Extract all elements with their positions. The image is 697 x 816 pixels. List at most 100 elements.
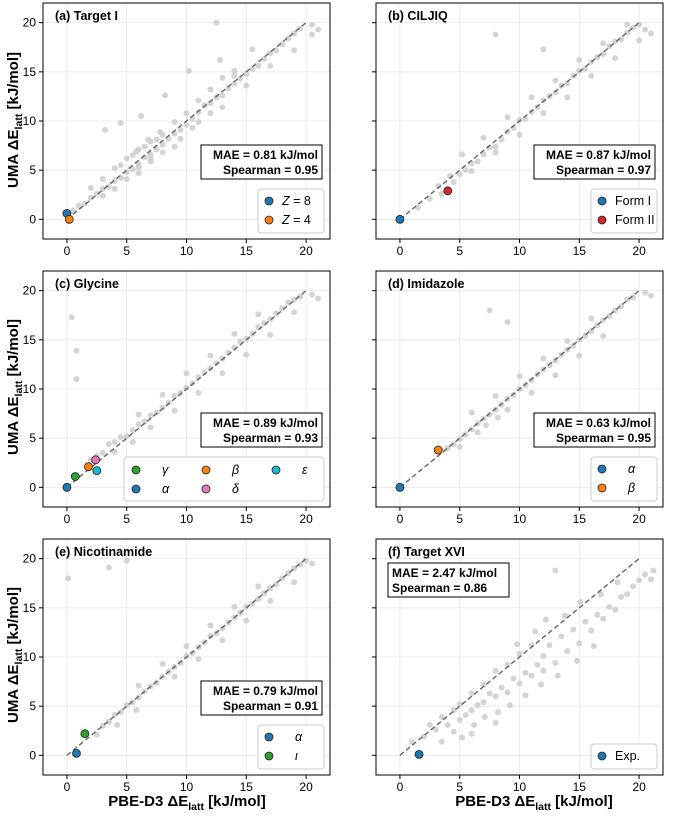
data-point (468, 409, 475, 416)
ylabel-main: UMA ΔE (5, 664, 22, 723)
parity-line (399, 22, 640, 220)
data-point (648, 30, 655, 37)
x-tick-label: 0 (64, 780, 71, 794)
data-point (195, 655, 202, 662)
data-point (207, 352, 214, 359)
data-point (129, 699, 136, 706)
data-point (588, 315, 595, 322)
data-point (102, 126, 109, 133)
data-point (494, 414, 501, 421)
data-point (492, 31, 499, 38)
data-point (606, 603, 613, 610)
data-point (564, 94, 571, 101)
data-point (129, 152, 136, 159)
legend-entry: α (264, 730, 303, 744)
data-point (231, 603, 238, 610)
legend-entry: δ (201, 482, 240, 496)
y-tick-label: 20 (23, 284, 37, 298)
data-point (504, 319, 511, 326)
data-point (642, 571, 649, 578)
data-point (153, 679, 160, 686)
data-point (432, 726, 439, 733)
legend-entry: Z = 4 (264, 213, 311, 227)
data-point (219, 355, 226, 362)
data-point (243, 82, 250, 89)
panel-title: (a) Target I (55, 9, 118, 23)
data-point (99, 192, 106, 199)
data-point (600, 332, 607, 339)
data-point (105, 718, 112, 725)
ticks: 0 5 10 15 20 0 5 10 15 20 (23, 284, 313, 526)
highlight-points (395, 186, 453, 224)
data-point (297, 293, 304, 300)
data-point (147, 424, 154, 431)
background-points (69, 19, 322, 214)
data-point (450, 728, 457, 735)
data-point (123, 557, 130, 564)
stats-box-frame (200, 144, 323, 180)
data-point (576, 640, 583, 647)
data-point (231, 330, 238, 337)
data-point (414, 204, 421, 211)
data-point (161, 92, 168, 99)
data-point (93, 190, 100, 197)
data-point (594, 611, 601, 618)
data-point (219, 370, 226, 377)
data-point (498, 401, 505, 408)
data-point (141, 418, 148, 425)
ylabel-main: UMA ΔE (5, 396, 22, 455)
highlight-points (414, 749, 424, 759)
highlight-point (70, 472, 80, 481)
data-point (590, 643, 597, 650)
legend-frame (257, 724, 325, 770)
data-point (534, 661, 541, 668)
data-point (570, 72, 577, 79)
highlight-point (91, 455, 101, 465)
data-point (171, 407, 178, 414)
data-point (117, 434, 124, 441)
legend-label: Form II (615, 213, 655, 227)
data-point (159, 149, 166, 156)
data-point (648, 292, 655, 299)
highlight-point (64, 214, 74, 224)
data-point (600, 615, 607, 622)
data-point (171, 118, 178, 125)
data-point (570, 626, 577, 633)
data-point (219, 104, 226, 111)
data-point (73, 376, 80, 383)
panels-group: 0 5 10 15 20 0 5 10 15 20 (a) Target I MAE = 0.81 k… (23, 2, 664, 794)
y-tick-label: 0 (29, 748, 36, 762)
highlight-points (395, 445, 443, 492)
legend-label: ε (302, 463, 308, 477)
mae-text: MAE = 0.81 kJ/mol (213, 148, 318, 162)
data-point (243, 617, 250, 624)
data-point (135, 411, 142, 418)
data-point (618, 594, 625, 601)
data-point (93, 731, 100, 738)
highlight-point (84, 462, 93, 472)
data-point (297, 25, 304, 32)
data-point (577, 598, 584, 605)
data-point (255, 311, 262, 318)
data-point (492, 667, 499, 674)
legend-entry: Exp. (597, 749, 640, 763)
data-point (612, 38, 619, 45)
data-point (480, 681, 487, 688)
data-point (216, 57, 223, 64)
data-point (573, 657, 580, 664)
data-point (468, 168, 475, 175)
panel-title: (b) CILJIQ (388, 9, 448, 23)
ylabel-sub: latt (13, 113, 25, 129)
data-point (207, 110, 214, 117)
data-point (135, 421, 142, 428)
spearman-text: Spearman = 0.91 (223, 699, 318, 713)
y-tick-label: 10 (23, 382, 37, 396)
mae-text: MAE = 0.89 kJ/mol (213, 416, 318, 430)
stats-box-frame (387, 562, 510, 598)
data-point (636, 37, 643, 44)
data-point (450, 441, 457, 448)
y-tick-label: 10 (23, 114, 37, 128)
y-tick-label: 10 (23, 650, 37, 664)
shared-ylabel-top: UMA ΔElatt [kJ/mol] (5, 52, 25, 188)
